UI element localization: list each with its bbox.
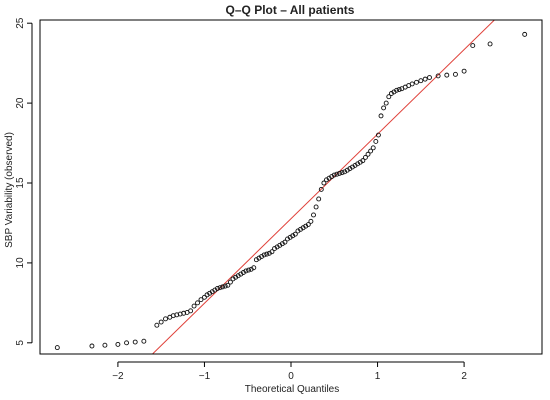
data-point <box>409 81 415 87</box>
data-point <box>368 148 374 154</box>
data-point <box>311 212 316 218</box>
data-point <box>188 308 194 314</box>
data-point <box>378 113 384 119</box>
data-point <box>163 316 168 322</box>
data-point <box>339 170 345 176</box>
x-axis-label: Theoretical Quantiles <box>245 384 340 395</box>
data-point <box>222 283 228 289</box>
data-point <box>487 41 493 47</box>
y-tick-label: 25 <box>15 17 26 29</box>
data-point <box>243 268 249 274</box>
data-point <box>461 68 467 74</box>
data-point <box>124 340 130 346</box>
data-point <box>261 252 267 258</box>
data-point <box>318 186 324 192</box>
data-point <box>365 151 371 157</box>
data-point <box>158 319 164 325</box>
data-point <box>383 100 389 106</box>
y-tick-label: 10 <box>15 257 26 269</box>
data-point <box>201 294 207 300</box>
data-point <box>362 154 368 160</box>
data-point <box>334 171 340 177</box>
data-point <box>470 43 476 49</box>
x-tick-label: −1 <box>199 371 211 382</box>
data-point <box>115 341 121 347</box>
data-point <box>331 172 337 178</box>
data-point <box>227 279 233 285</box>
y-tick-label: 5 <box>15 340 26 346</box>
data-point <box>305 222 311 228</box>
data-point <box>102 342 108 348</box>
chart-title: Q–Q Plot – All patients <box>226 3 355 17</box>
y-tick-label: 15 <box>15 177 26 189</box>
data-point <box>220 284 226 290</box>
data-point <box>198 297 204 303</box>
data-point <box>308 218 314 224</box>
data-point <box>414 79 419 85</box>
x-tick-label: 2 <box>461 371 467 382</box>
data-point <box>321 180 327 186</box>
reference-line <box>152 20 495 354</box>
data-point <box>360 158 366 164</box>
data-point <box>381 105 387 111</box>
data-point <box>132 339 138 345</box>
y-axis-label: SBP Variability (observed) <box>4 132 15 248</box>
data-point <box>375 132 381 138</box>
data-point <box>282 239 288 245</box>
x-tick-label: 0 <box>288 371 294 382</box>
x-tick-label: −2 <box>112 371 124 382</box>
data-point <box>418 78 424 84</box>
data-point <box>452 71 458 77</box>
data-point <box>141 338 147 344</box>
data-point <box>386 94 392 100</box>
data-point <box>337 170 342 176</box>
data-point <box>191 303 197 309</box>
data-point <box>217 285 223 291</box>
data-point <box>225 282 231 288</box>
data-point <box>394 87 400 93</box>
plot-frame <box>39 19 543 355</box>
data-point <box>435 73 441 79</box>
data-point <box>370 145 376 151</box>
y-tick-label: 20 <box>15 97 26 109</box>
data-point <box>89 343 95 349</box>
data-point <box>427 75 432 80</box>
data-point <box>154 322 160 328</box>
data-point <box>522 31 528 37</box>
data-point <box>269 249 275 255</box>
data-point <box>396 87 402 92</box>
data-point <box>373 139 379 144</box>
data-point <box>313 204 319 210</box>
data-point <box>292 231 298 237</box>
data-point <box>264 251 270 257</box>
reference-line-layer <box>152 20 495 354</box>
data-point <box>251 265 257 271</box>
data-point <box>422 76 428 82</box>
points-layer <box>54 31 528 351</box>
x-tick-label: 1 <box>375 371 381 382</box>
data-point <box>54 345 60 351</box>
data-point <box>246 267 252 273</box>
data-point <box>444 72 450 78</box>
data-point <box>316 196 322 202</box>
data-point <box>195 300 200 306</box>
data-point <box>214 286 220 291</box>
